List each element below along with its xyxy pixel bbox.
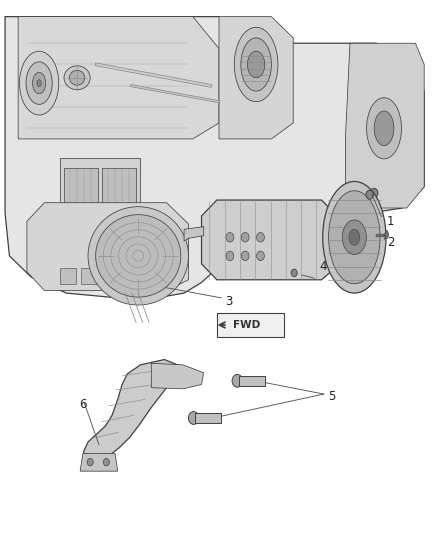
Ellipse shape <box>241 38 272 91</box>
Ellipse shape <box>226 251 234 261</box>
Ellipse shape <box>232 374 243 387</box>
Text: FWD: FWD <box>233 320 261 330</box>
Bar <box>103 268 120 284</box>
Ellipse shape <box>70 70 85 85</box>
Text: 5: 5 <box>328 390 336 403</box>
Text: 1: 1 <box>387 215 395 228</box>
Ellipse shape <box>257 251 265 261</box>
Ellipse shape <box>188 411 199 424</box>
Polygon shape <box>27 203 188 290</box>
Polygon shape <box>80 454 118 471</box>
Ellipse shape <box>323 181 386 293</box>
Ellipse shape <box>257 232 265 242</box>
Polygon shape <box>5 17 424 298</box>
Text: 6: 6 <box>79 398 87 411</box>
Ellipse shape <box>88 207 188 305</box>
Ellipse shape <box>385 231 389 239</box>
Polygon shape <box>219 17 293 139</box>
Polygon shape <box>201 200 337 280</box>
Ellipse shape <box>366 190 373 199</box>
Bar <box>195 413 221 423</box>
Ellipse shape <box>32 72 46 94</box>
Text: 3: 3 <box>226 295 233 308</box>
Ellipse shape <box>241 232 249 242</box>
Polygon shape <box>346 43 424 208</box>
Ellipse shape <box>374 111 394 146</box>
Ellipse shape <box>226 232 234 242</box>
Bar <box>217 313 285 337</box>
Ellipse shape <box>241 251 249 261</box>
Ellipse shape <box>328 191 380 284</box>
Bar <box>60 158 141 213</box>
Bar <box>64 168 98 208</box>
Ellipse shape <box>176 367 188 381</box>
Ellipse shape <box>367 98 402 159</box>
Ellipse shape <box>87 458 93 466</box>
Bar <box>239 376 265 385</box>
Polygon shape <box>18 17 219 139</box>
Ellipse shape <box>37 79 41 86</box>
Ellipse shape <box>247 51 265 78</box>
Text: 4: 4 <box>319 260 327 273</box>
Bar <box>81 268 98 284</box>
Polygon shape <box>151 364 204 389</box>
Ellipse shape <box>291 269 297 277</box>
Polygon shape <box>84 360 184 463</box>
Bar <box>60 268 76 284</box>
Ellipse shape <box>19 51 59 115</box>
Polygon shape <box>184 227 204 241</box>
Bar <box>102 168 136 208</box>
Ellipse shape <box>95 215 181 297</box>
Ellipse shape <box>370 188 378 198</box>
Ellipse shape <box>103 458 110 466</box>
Ellipse shape <box>349 229 360 245</box>
Ellipse shape <box>26 62 52 104</box>
Bar <box>125 268 142 284</box>
Ellipse shape <box>64 66 90 90</box>
Ellipse shape <box>343 220 366 255</box>
Ellipse shape <box>234 27 278 102</box>
Text: 2: 2 <box>387 236 395 249</box>
